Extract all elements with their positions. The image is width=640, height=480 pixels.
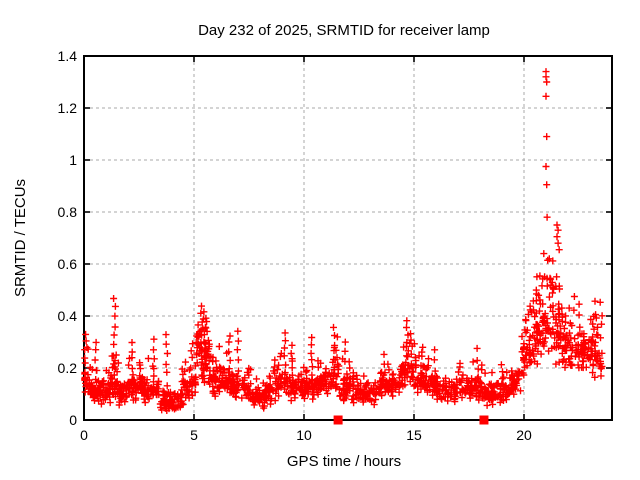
svg-text:0.2: 0.2 — [58, 360, 78, 376]
svg-text:5: 5 — [190, 427, 198, 443]
axis-ticks — [83, 55, 612, 421]
svg-text:15: 15 — [406, 427, 422, 443]
svg-text:1.4: 1.4 — [58, 48, 78, 64]
x-axis-label: GPS time / hours — [287, 453, 401, 470]
svg-text:20: 20 — [516, 427, 532, 443]
y-axis-label: SRMTID / TECUs — [12, 179, 29, 297]
svg-text:0: 0 — [80, 427, 88, 443]
chart-title: Day 232 of 2025, SRMTID for receiver lam… — [198, 22, 490, 39]
svg-text:0.8: 0.8 — [58, 204, 78, 220]
gridlines — [84, 56, 612, 420]
svg-text:1: 1 — [69, 152, 77, 168]
plot-border — [83, 55, 613, 421]
svg-text:0.4: 0.4 — [58, 308, 78, 324]
x-tick-labels: 0 5 10 15 20 — [80, 427, 532, 443]
data-points — [81, 68, 606, 425]
svg-text:10: 10 — [296, 427, 312, 443]
y-tick-labels: 0 0.2 0.4 0.6 0.8 1 1.2 1.4 — [58, 48, 78, 428]
svg-text:0.6: 0.6 — [58, 256, 78, 272]
svg-text:1.2: 1.2 — [58, 100, 78, 116]
svg-text:0: 0 — [69, 412, 77, 428]
